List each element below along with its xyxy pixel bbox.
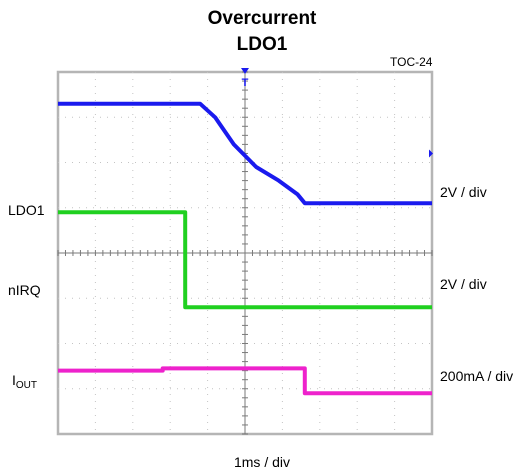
level-marker bbox=[429, 149, 433, 158]
trace-iout bbox=[58, 366, 432, 396]
iout-scale-label: 200mA / div bbox=[440, 368, 514, 384]
chart-subtitle: LDO1 bbox=[236, 34, 288, 55]
x-axis-label: 1ms / div bbox=[233, 454, 290, 470]
ldo1-channel-label: LDO1 bbox=[8, 202, 45, 218]
ldo1-scale-label: 2V / div bbox=[440, 184, 487, 200]
trigger-marker-label: T bbox=[242, 77, 249, 89]
nirq-channel-label: nIRQ bbox=[8, 282, 41, 298]
trace-nirq bbox=[58, 210, 432, 310]
trigger-marker-arrow bbox=[241, 68, 249, 74]
chart-title: Overcurrent bbox=[207, 8, 317, 29]
figure-reference: TOC-24 bbox=[390, 55, 433, 69]
nirq-scale-label: 2V / div bbox=[440, 276, 487, 292]
iout-channel-label: IOUT bbox=[12, 372, 37, 391]
